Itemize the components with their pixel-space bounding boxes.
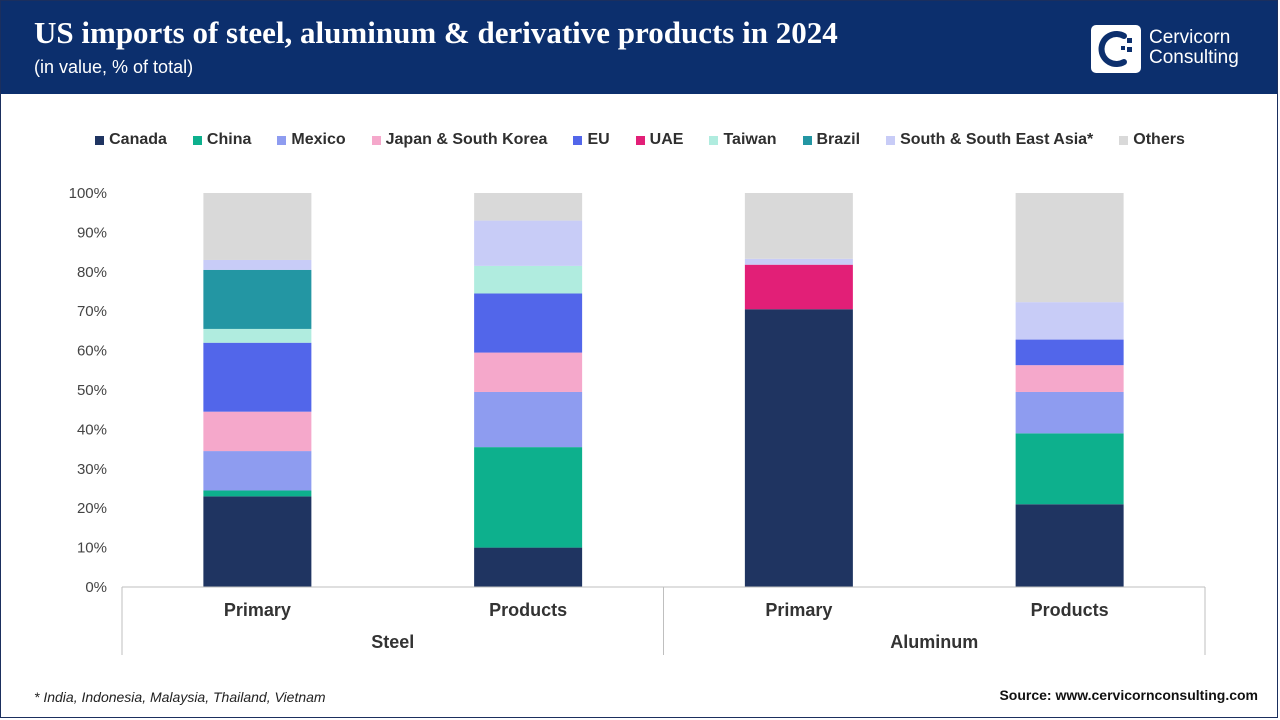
y-tick-label: 80% [77, 264, 107, 281]
legend-item-taiwan: Taiwan [709, 131, 777, 149]
group-label-aluminum: Aluminum [890, 632, 978, 652]
bar-segment-eu [203, 342, 312, 412]
bar-segment-others [474, 193, 583, 221]
bar-segment-others [1015, 193, 1124, 303]
legend-label: Taiwan [723, 131, 777, 148]
y-tick-label: 50% [77, 382, 107, 399]
legend-item-japan-south-korea: Japan & South Korea [371, 131, 548, 149]
y-tick-label: 60% [77, 343, 107, 360]
y-tick-label: 20% [77, 500, 107, 517]
legend-swatch [802, 135, 812, 145]
bar-segment-mexico [1015, 391, 1124, 434]
legend-label: Brazil [816, 131, 861, 148]
y-tick-label: 100% [69, 185, 107, 202]
y-tick-label: 10% [77, 540, 107, 557]
group-label-steel: Steel [371, 632, 414, 652]
legend-item-south-south-east-asia: South & South East Asia* [886, 131, 1093, 149]
source-credit: Source: www.cervicornconsulting.com [999, 687, 1258, 703]
legend-label: South & South East Asia* [900, 131, 1094, 148]
bar-segment-japan-south-korea [203, 411, 312, 452]
legend-swatch [277, 135, 287, 145]
y-tick-label: 30% [77, 461, 107, 478]
chart-title: US imports of steel, aluminum & derivati… [34, 15, 838, 50]
y-tick-label: 70% [77, 303, 107, 320]
bar-segment-south-south-east-asia [474, 220, 583, 266]
legend-swatch [1119, 135, 1129, 145]
bar-segment-canada [474, 547, 583, 587]
bar-segment-taiwan [474, 265, 583, 294]
logo: Cervicorn Consulting [1091, 23, 1271, 75]
legend-item-eu: EU [573, 131, 610, 149]
legend-label: UAE [649, 131, 684, 148]
legend-swatch [709, 135, 719, 145]
legend-swatch [886, 135, 896, 145]
x-category-label: Primary [765, 600, 832, 620]
x-category-label: Products [1031, 600, 1109, 620]
bar-segment-south-south-east-asia [744, 258, 853, 265]
bar-segment-canada [203, 496, 312, 587]
bar-segment-canada [1015, 504, 1124, 587]
logo-icon [1091, 25, 1141, 73]
footnote: * India, Indonesia, Malaysia, Thailand, … [34, 689, 326, 705]
legend-swatch [95, 135, 105, 145]
logo-line-1: Cervicorn [1149, 27, 1231, 48]
legend-label: China [206, 131, 252, 148]
x-category-label: Products [489, 600, 567, 620]
legend-item-china: China [192, 131, 252, 149]
legend-item-brazil: Brazil [802, 131, 861, 149]
bar-segment-japan-south-korea [474, 352, 583, 392]
legend-item-others: Others [1119, 131, 1185, 149]
legend-item-uae: UAE [635, 131, 684, 149]
stacked-bar-chart: 0% 10% 20% 30% 40% 50% 60% 70% 80% 90% 100% Primary… [69, 185, 1206, 655]
y-tick-label: 0% [85, 579, 107, 596]
legend-label: Others [1133, 131, 1185, 148]
bar-segment-others [744, 193, 853, 259]
chart-subtitle: (in value, % of total) [34, 57, 194, 77]
legend-swatch [573, 135, 583, 145]
bar-segment-eu [474, 293, 583, 353]
bar-segment-canada [744, 309, 853, 587]
bar-segment-japan-south-korea [1015, 365, 1124, 392]
bar-segment-china [203, 490, 312, 497]
legend-swatch [635, 135, 645, 145]
logo-line-2: Consulting [1149, 47, 1239, 68]
legend-swatch [192, 135, 202, 145]
bar-segment-eu [1015, 339, 1124, 366]
header-banner: US imports of steel, aluminum & derivati… [1, 1, 1277, 94]
legend-label: Canada [109, 131, 167, 148]
bar-segment-china [474, 447, 583, 548]
bar-segment-south-south-east-asia [203, 259, 312, 270]
bar-segment-uae [744, 264, 853, 310]
x-category-label: Primary [224, 600, 291, 620]
bar-segment-taiwan [203, 328, 312, 343]
y-tick-label: 90% [77, 224, 107, 241]
bar-segment-china [1015, 433, 1124, 505]
bar-segment-mexico [203, 451, 312, 491]
legend-swatch [371, 135, 381, 145]
legend-item-canada: Canada [95, 131, 167, 149]
y-tick-label: 40% [77, 421, 107, 438]
bar-segment-mexico [474, 391, 583, 448]
bar-segment-brazil [203, 269, 312, 329]
bar-segment-others [203, 193, 312, 260]
chart-legend: Canada China Mexico Japan & South Korea EU UA… [0, 128, 1280, 152]
legend-label: Japan & South Korea [385, 131, 548, 148]
bar-segment-south-south-east-asia [1015, 302, 1124, 340]
logo-text: Cervicorn Consulting [1149, 28, 1239, 68]
legend-label: EU [587, 131, 610, 148]
legend-item-mexico: Mexico [277, 131, 346, 149]
legend-label: Mexico [291, 131, 346, 148]
